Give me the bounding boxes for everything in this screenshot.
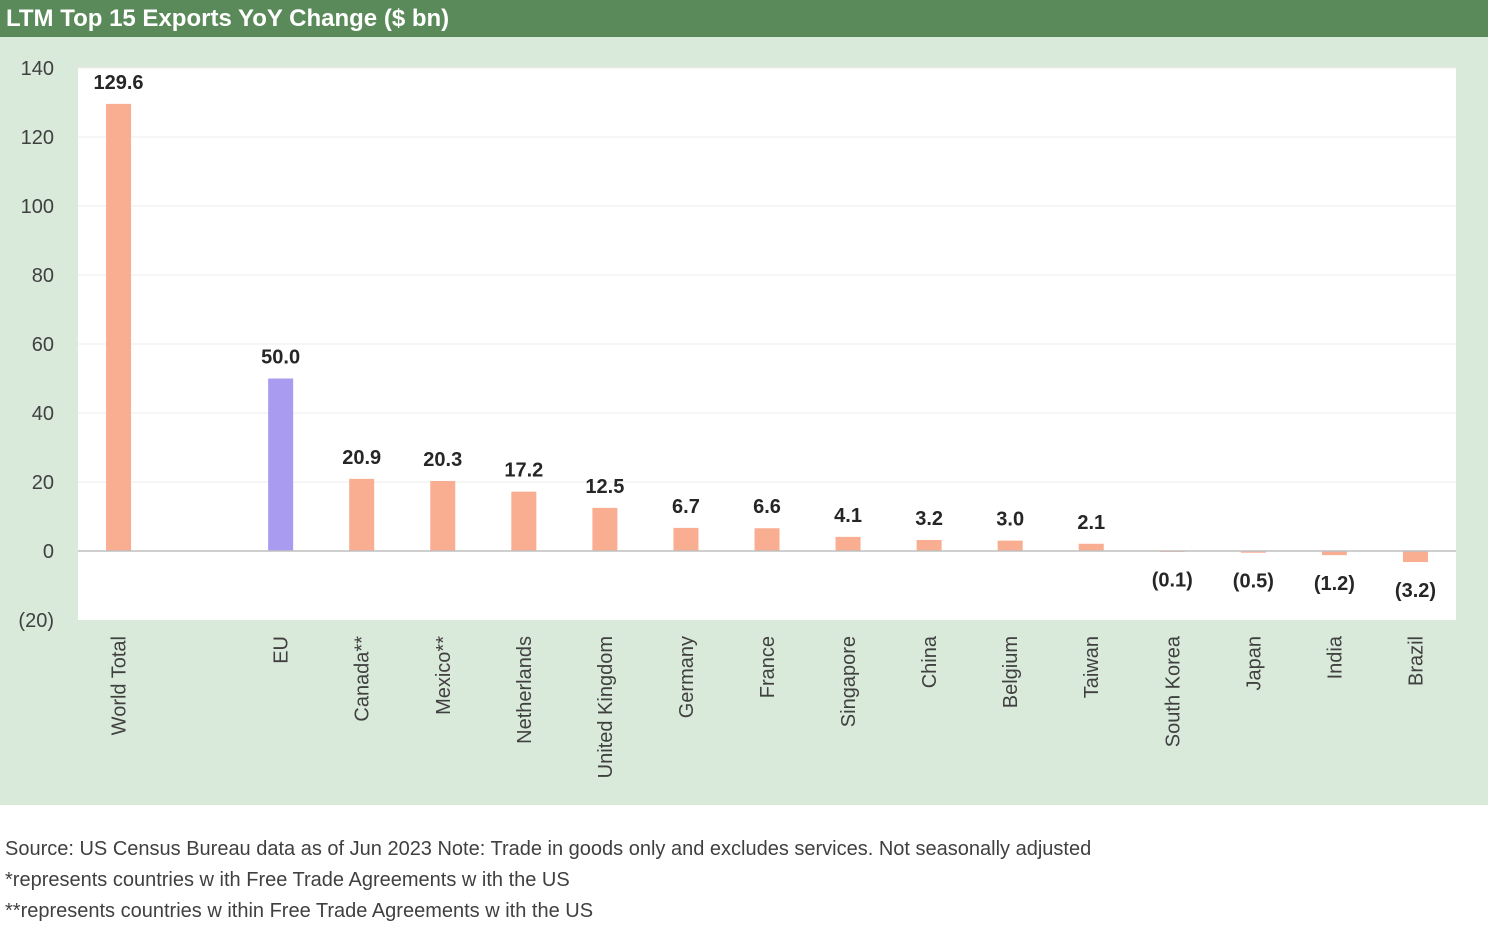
x-tick-label-south-korea: South Korea	[1162, 635, 1184, 747]
footnote-double-asterisk: **represents countries w ithin Free Trad…	[5, 900, 594, 922]
x-tick-label-belgium: Belgium	[1000, 636, 1022, 708]
x-tick-label-india: India	[1324, 635, 1346, 679]
data-label-japan: (0.5)	[1233, 571, 1274, 593]
x-tick-label-germany: Germany	[676, 636, 698, 718]
bar-eu	[268, 378, 294, 551]
x-tick-label-canada: Canada**	[352, 636, 374, 722]
x-tick-label-singapore: Singapore	[838, 636, 860, 727]
x-tick-label-japan: Japan	[1243, 636, 1265, 691]
bar-world-total	[106, 103, 132, 551]
y-tick-label: 100	[21, 196, 54, 218]
data-label-france: 6.6	[753, 496, 781, 518]
y-tick-label: 80	[32, 265, 54, 287]
data-label-brazil: (3.2)	[1395, 580, 1436, 602]
footnotes: Source: US Census Bureau data as of Jun …	[5, 834, 1475, 927]
data-label-singapore: 4.1	[834, 505, 862, 527]
chart-area: 140 120 100 80 60 40 20 0 (20) 129.6 50.0 20.9 20.3…	[0, 37, 1488, 805]
bar-india	[1321, 551, 1347, 556]
x-tick-label-china: China	[919, 635, 941, 688]
x-tick-label-brazil: Brazil	[1405, 636, 1427, 686]
gridlines	[78, 67, 1456, 483]
bar-canada	[349, 478, 375, 551]
data-label-south-korea: (0.1)	[1152, 569, 1193, 591]
bar-netherlands	[511, 491, 537, 551]
bar-japan	[1240, 551, 1266, 553]
x-tick-label-netherlands: Netherlands	[514, 636, 536, 744]
bars	[106, 103, 1428, 563]
bar-chart: 140 120 100 80 60 40 20 0 (20) 129.6 50.0 20.9 20.3…	[18, 58, 1456, 778]
data-label-belgium: 3.0	[996, 509, 1024, 531]
title-bar: LTM Top 15 Exports YoY Change ($ bn)	[0, 0, 1488, 37]
x-tick-label-france: France	[757, 636, 779, 698]
data-label-united-kingdom: 12.5	[585, 476, 624, 498]
x-tick-label-world-total: World Total	[109, 636, 131, 735]
footnote-single-asterisk: *represents countries w ith Free Trade A…	[5, 869, 570, 891]
y-tick-label: (20)	[18, 610, 54, 632]
bar-united-kingdom	[592, 507, 618, 551]
data-label-canada: 20.9	[342, 447, 381, 469]
bar-germany	[673, 527, 699, 551]
y-tick-label: 60	[32, 334, 54, 356]
y-tick-label: 0	[43, 541, 54, 563]
data-label-world-total: 129.6	[93, 72, 143, 94]
bar-france	[754, 528, 780, 551]
data-label-mexico: 20.3	[423, 449, 462, 471]
data-label-germany: 6.7	[672, 496, 700, 518]
data-label-india: (1.2)	[1314, 573, 1355, 595]
data-label-netherlands: 17.2	[504, 460, 543, 482]
bar-china	[916, 539, 942, 551]
y-tick-label: 140	[21, 58, 54, 80]
data-label-taiwan: 2.1	[1077, 512, 1105, 534]
x-tick-label-mexico: Mexico**	[433, 636, 455, 715]
x-tick-label-eu: EU	[271, 636, 293, 664]
bar-taiwan	[1078, 543, 1104, 551]
y-tick-label: 40	[32, 403, 54, 425]
source-note: Source: US Census Bureau data as of Jun …	[5, 838, 1092, 860]
y-tick-label: 120	[21, 127, 54, 149]
chart-title: LTM Top 15 Exports YoY Change ($ bn)	[6, 5, 450, 32]
y-tick-label: 20	[32, 472, 54, 494]
bar-belgium	[997, 540, 1023, 551]
bar-mexico	[430, 480, 456, 551]
bar-brazil	[1402, 551, 1428, 563]
bar-singapore	[835, 536, 861, 551]
data-label-china: 3.2	[915, 508, 943, 530]
data-labels: 129.6 50.0 20.9 20.3 17.2 12.5 6.7 6.6 4.1 3.2 3.0…	[93, 72, 1436, 602]
data-label-eu: 50.0	[261, 347, 300, 369]
x-axis-category-labels: World Total EU Canada** Mexico** Netherlands…	[109, 635, 1428, 778]
y-axis-tick-labels: 140 120 100 80 60 40 20 0 (20)	[18, 58, 54, 632]
x-tick-label-taiwan: Taiwan	[1081, 636, 1103, 698]
x-tick-label-united-kingdom: United Kingdom	[595, 636, 617, 778]
